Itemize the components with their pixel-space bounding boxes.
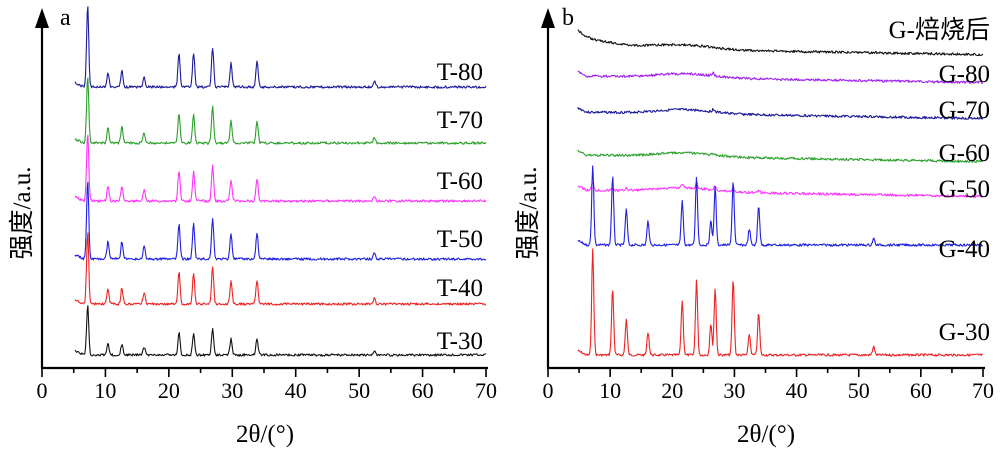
panel-a-x-tick-label-30: 30 [221, 378, 243, 403]
panel-a-letter: a [60, 5, 71, 31]
panel-a-series-label-6: T-30 [437, 328, 483, 355]
panel-a-trace-5 [74, 232, 487, 306]
panel-a-x-tick-label-0: 0 [37, 378, 48, 403]
panel-b-x-tick-label-10: 10 [599, 378, 621, 403]
panel-a-trace-3 [74, 134, 487, 203]
panel-a-series-label-3: T-60 [437, 168, 483, 195]
panel-a-series-label-4: T-50 [437, 226, 483, 253]
panel-a-trace-1 [74, 6, 487, 89]
panel-b-x-tick-label-60: 60 [910, 378, 932, 403]
panel-a-series-label-2: T-70 [437, 107, 483, 134]
panel-b-trace-5 [577, 181, 984, 199]
panel-b-y-axis-title: 强度/a.u. [514, 166, 542, 259]
panel-a-series-label-5: T-40 [437, 275, 483, 302]
panel-b-series-label-5: G-50 [939, 176, 990, 203]
panel-a-x-tick-label-20: 20 [158, 378, 180, 403]
panel-a-trace-2 [74, 77, 487, 145]
panel-a-traces: T-80 T-70 T-60 T-50 T-40 T-30 [74, 6, 487, 357]
panel-b-x-axis-title: 2θ/(°) [737, 421, 795, 448]
panel-b-series-label-6: G-40 [939, 236, 990, 263]
panel-b-letter: b [562, 5, 574, 31]
panel-a-trace-6 [74, 305, 486, 357]
panel-a: a 强度/a.u. 2θ/(°) 0 10 20 30 40 50 60 70 T-80 T-7… [8, 5, 497, 448]
panel-b-trace-1 [577, 29, 984, 57]
panel-b-x-tick-label-70: 70 [972, 378, 994, 403]
panel-b-series-label-4: G-60 [939, 140, 990, 167]
panel-a-x-tick-label-60: 60 [412, 378, 434, 403]
panel-a-y-axis-arrowhead [35, 8, 49, 28]
panel-b: b 强度/a.u. 2θ/(°) 0 10 20 30 40 50 60 70 G-焙烧后G-… [514, 5, 994, 448]
panel-b-traces: G-焙烧后 G-80 G-70 G-60 G-50 G-40 G-30 [577, 16, 990, 357]
panel-b-series-label-2: G-80 [939, 61, 990, 88]
panel-a-x-axis-title: 2θ/(°) [236, 421, 294, 448]
panel-b-trace-7 [577, 248, 983, 357]
panel-a-x-ticks: 0 10 20 30 40 50 60 70 [37, 368, 497, 403]
panel-b-x-tick-label-30: 30 [723, 378, 745, 403]
panel-a-x-tick-label-70: 70 [475, 378, 497, 403]
panel-b-trace-4 [577, 149, 984, 164]
panel-b-series-label-3: G-70 [939, 97, 990, 124]
panel-b-series-label-1: G-焙烧后 [889, 16, 990, 44]
panel-b-x-tick-label-40: 40 [786, 378, 808, 403]
panel-b-x-ticks: 0 10 20 30 40 50 60 70 [543, 368, 994, 403]
panel-a-trace-4 [74, 181, 487, 261]
panel-b-x-tick-label-50: 50 [848, 378, 870, 403]
panel-a-x-tick-label-50: 50 [348, 378, 370, 403]
panel-b-trace-3 [577, 106, 984, 120]
panel-b-x-tick-label-20: 20 [661, 378, 683, 403]
panel-b-x-tick-label-0: 0 [543, 378, 554, 403]
panel-b-y-axis-arrowhead [541, 8, 555, 28]
panel-a-series-label-1: T-80 [437, 59, 483, 86]
panel-b-trace-2 [577, 70, 984, 85]
panel-b-trace-6 [577, 165, 984, 247]
panel-a-x-tick-label-10: 10 [94, 378, 116, 403]
panel-a-x-tick-label-40: 40 [285, 378, 307, 403]
panel-b-series-label-7: G-30 [939, 319, 990, 346]
panel-a-y-axis-title: 强度/a.u. [8, 166, 36, 259]
